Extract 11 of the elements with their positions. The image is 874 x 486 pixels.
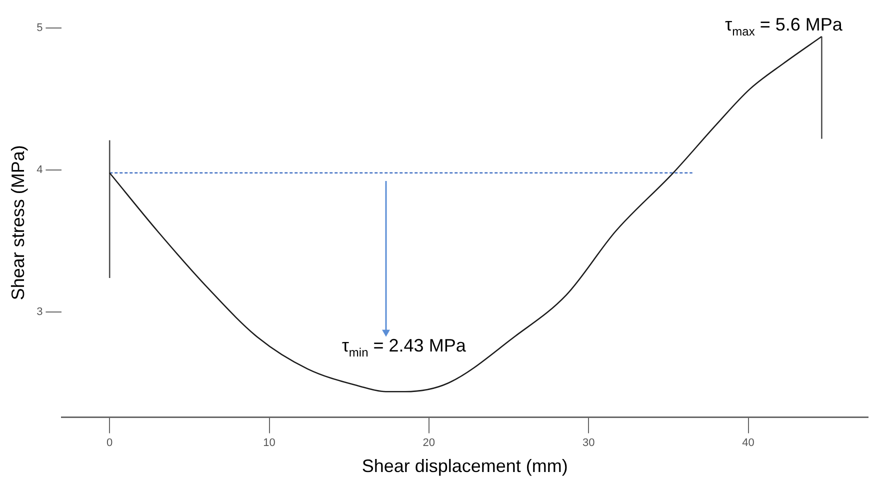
x-tick-label: 0 [106,436,113,449]
y-axis-title: Shear stress (MPa) [8,145,28,300]
y-tick-label: 5 [36,22,43,34]
x-axis-title: Shear displacement (mm) [362,456,568,476]
x-tick-label: 40 [742,436,754,449]
y-tick-label: 4 [36,164,43,176]
x-tick-label: 30 [582,436,595,449]
x-tick-label: 10 [263,436,276,449]
y-tick-label: 3 [36,306,43,318]
x-tick-label: 20 [422,436,436,449]
line-series [108,36,822,392]
